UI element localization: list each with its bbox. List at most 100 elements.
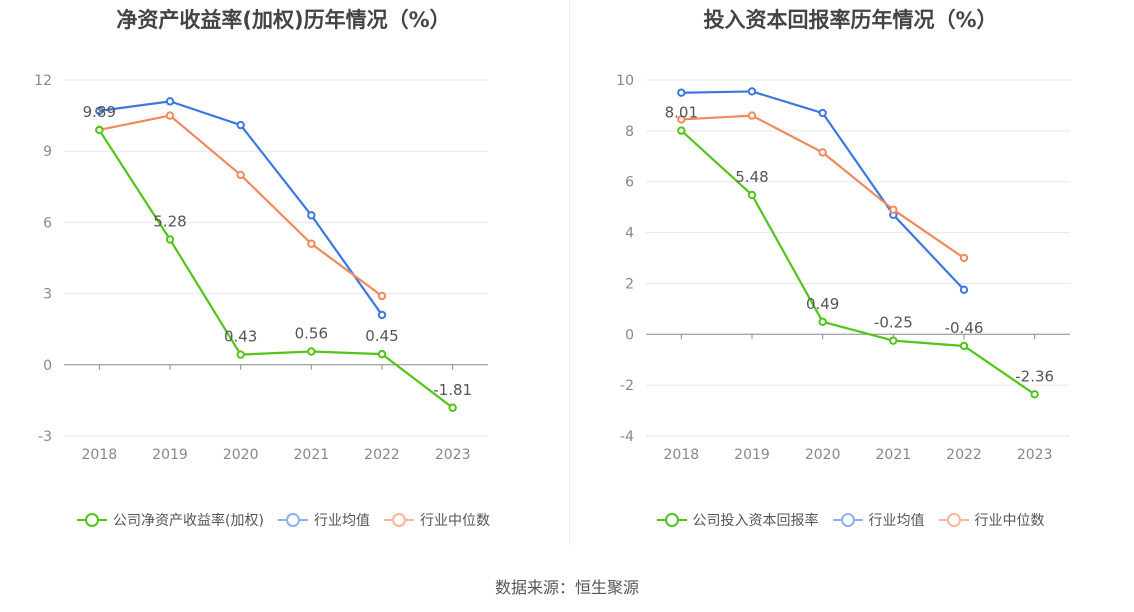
- data-label: 0.43: [224, 328, 257, 346]
- data-label: 8.01: [665, 104, 698, 122]
- x-tick-label: 2021: [294, 447, 330, 463]
- legend-marker-icon: [77, 513, 108, 527]
- data-point: [377, 291, 387, 301]
- legend-label-industry-median: 行业中位数: [419, 513, 490, 529]
- y-tick-label: -2: [620, 378, 634, 394]
- x-tick-label: 2020: [223, 447, 259, 463]
- x-tick-label: 2022: [364, 447, 400, 463]
- series-line: [681, 90, 965, 291]
- data-point: [818, 108, 827, 118]
- data-point: [747, 190, 757, 200]
- data-point: [959, 253, 969, 263]
- legend-marker-icon: [656, 513, 687, 527]
- data-label: 9.89: [83, 103, 116, 121]
- roe-line-chart: 12 9 6 3 0 -3 2018 2019 2020 2021 2022 2023 9.89 5.28…: [34, 73, 488, 463]
- data-point: [959, 341, 969, 351]
- chart-title: 投入资本回报率历年情况（%）: [703, 8, 998, 32]
- y-tick-label: 12: [34, 73, 52, 89]
- chart-title: 净资产收益率(加权)历年情况（%）: [116, 8, 451, 32]
- legend-item-industry-median[interactable]: 行业中位数: [383, 510, 490, 530]
- y-tick-label: 8: [625, 124, 634, 140]
- data-label: -0.46: [945, 319, 984, 337]
- legend-item-company[interactable]: 公司净资产收益率(加权): [77, 510, 264, 530]
- data-point: [747, 111, 757, 120]
- x-tick-label: 2021: [876, 447, 912, 463]
- data-point: [889, 336, 898, 345]
- x-tick-label: 2023: [435, 447, 471, 463]
- chart-panel-roic: 投入资本回报率历年情况（%） 10 8 6 4 2 0 -2 -4 2018 2019 2020 20…: [567, 0, 1134, 560]
- y-tick-label: 2: [625, 276, 634, 292]
- y-tick-label: 4: [625, 226, 634, 242]
- x-tick-label: 2022: [946, 447, 982, 463]
- y-tick-label: 3: [43, 287, 52, 303]
- data-point: [677, 88, 686, 97]
- x-tick-label: 2023: [1017, 447, 1053, 463]
- legend-item-industry-avg[interactable]: 行业均值: [277, 510, 370, 530]
- data-point: [165, 235, 175, 244]
- legend-label-industry-median: 行业中位数: [974, 513, 1045, 529]
- data-point: [236, 120, 245, 130]
- legend-marker-icon: [383, 513, 414, 527]
- data-point: [307, 347, 316, 356]
- series-line: [98, 129, 454, 409]
- data-source-note: 数据来源：恒生聚源: [494, 578, 639, 597]
- data-point: [307, 239, 316, 248]
- y-tick-label: 9: [43, 144, 52, 160]
- data-point: [377, 349, 387, 359]
- series-line: [681, 114, 965, 259]
- data-label: -2.36: [1015, 367, 1054, 385]
- data-point: [236, 170, 245, 180]
- x-tick-label: 2019: [734, 447, 770, 463]
- data-label: 0.49: [806, 295, 839, 313]
- data-point: [165, 97, 175, 106]
- legend-label-company: 公司投入资本回报率: [692, 513, 819, 529]
- data-point: [307, 211, 316, 220]
- data-point: [448, 403, 457, 412]
- data-point: [377, 310, 387, 320]
- x-tick-label: 2020: [805, 447, 841, 463]
- y-tick-label: -3: [38, 429, 52, 445]
- data-point: [677, 126, 686, 135]
- y-tick-label: -4: [620, 429, 634, 445]
- chart-legend: 公司净资产收益率(加权) 行业均值 行业中位数: [0, 510, 567, 530]
- data-label: -1.81: [433, 381, 472, 399]
- legend-item-industry-median[interactable]: 行业中位数: [938, 510, 1045, 530]
- series-line: [99, 100, 383, 316]
- panel-divider: [569, 0, 570, 545]
- data-point: [95, 125, 104, 135]
- series-line: [99, 114, 383, 297]
- x-tick-label: 2018: [664, 447, 700, 463]
- chart-legend: 公司投入资本回报率 行业均值 行业中位数: [567, 510, 1134, 530]
- legend-label-industry-avg: 行业均值: [313, 513, 370, 529]
- data-point: [677, 115, 686, 124]
- legend-label-industry-avg: 行业均值: [868, 513, 925, 529]
- chart-panel-roe: 净资产收益率(加权)历年情况（%） 12 9 6 3 0 -3 2018 2019 2020 20…: [0, 0, 567, 560]
- data-label: -0.25: [874, 314, 913, 332]
- y-tick-label: 6: [625, 175, 634, 191]
- data-point: [959, 285, 969, 294]
- roic-line-chart: 10 8 6 4 2 0 -2 -4 2018 2019 2020 2021 2022 2023 8.01 5…: [616, 73, 1070, 463]
- data-label: 5.28: [153, 212, 186, 230]
- x-tick-label: 2019: [152, 447, 188, 463]
- legend-marker-icon: [832, 513, 863, 527]
- y-tick-label: 10: [616, 73, 634, 89]
- x-tick-label: 2018: [82, 447, 118, 463]
- series-line: [680, 129, 1036, 396]
- data-label: 0.45: [365, 327, 398, 345]
- data-point: [747, 87, 757, 96]
- legend-item-industry-avg[interactable]: 行业均值: [832, 510, 925, 530]
- data-point: [1030, 390, 1039, 399]
- legend-item-company[interactable]: 公司投入资本回报率: [656, 510, 819, 530]
- data-point: [236, 350, 245, 359]
- y-tick-label: 0: [625, 327, 634, 343]
- data-point: [165, 111, 175, 120]
- legend-marker-icon: [277, 513, 308, 527]
- data-point: [818, 317, 827, 327]
- legend-marker-icon: [938, 513, 969, 527]
- data-label: 0.56: [295, 325, 328, 343]
- y-tick-label: 6: [43, 215, 52, 231]
- data-point: [889, 205, 898, 214]
- data-point: [818, 148, 827, 157]
- y-tick-label: 0: [43, 358, 52, 374]
- data-point: [95, 106, 104, 116]
